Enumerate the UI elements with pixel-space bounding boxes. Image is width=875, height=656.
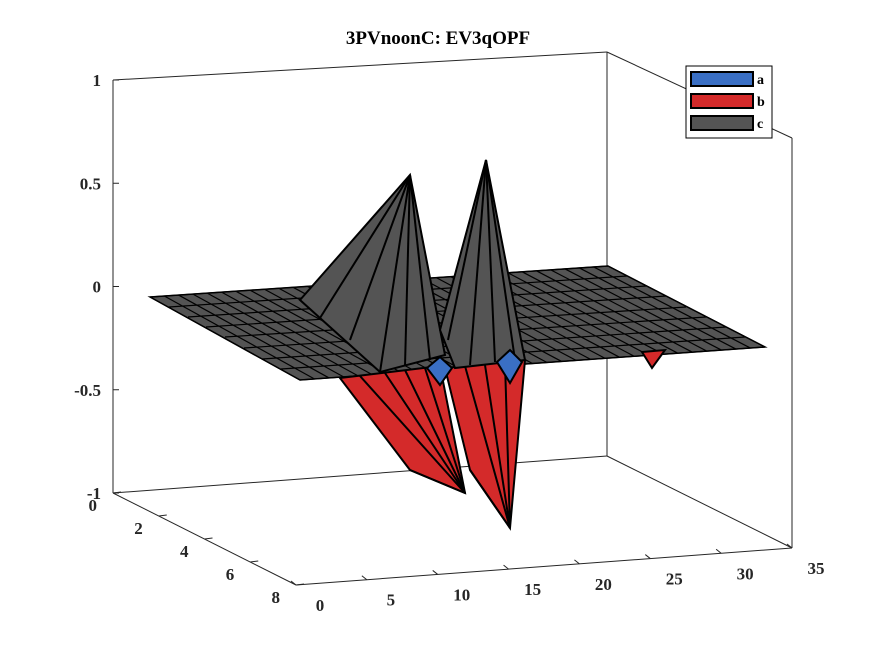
z-tick-label: -0.5 bbox=[74, 381, 101, 400]
mesh-column-line bbox=[521, 271, 679, 354]
chart-title: 3PVnoonC: EV3qOPF bbox=[346, 28, 530, 49]
z-tick-label: -1 bbox=[87, 484, 101, 503]
mesh-column-line bbox=[235, 290, 388, 375]
x-tick-label: 20 bbox=[595, 575, 612, 594]
z-tick-label: 0.5 bbox=[80, 174, 101, 193]
x-tick-label: 35 bbox=[808, 559, 825, 578]
x-tick-mark bbox=[786, 543, 793, 549]
mesh-column-line bbox=[607, 265, 766, 348]
mesh-column-line bbox=[206, 292, 359, 377]
y-tick-labels: 0 2 4 6 8 bbox=[89, 491, 305, 607]
y-tick-mark bbox=[204, 537, 213, 540]
mesh-column-line bbox=[178, 294, 330, 379]
mesh-column-line bbox=[564, 268, 722, 351]
x-tick-mark bbox=[574, 559, 580, 565]
z-tick-labels: -1 -0.5 0 0.5 1 bbox=[74, 71, 119, 503]
lobe-b3 bbox=[640, 348, 668, 370]
mesh-column-line bbox=[221, 291, 373, 376]
y-tick-mark bbox=[112, 491, 122, 494]
mesh-column-line bbox=[149, 296, 301, 381]
mesh-column-line bbox=[579, 267, 737, 350]
peak-c2 bbox=[438, 159, 527, 370]
y-tick-mark bbox=[295, 583, 305, 586]
legend-swatch-b bbox=[690, 93, 754, 109]
surface-plot bbox=[147, 159, 768, 531]
y-tick-label: 8 bbox=[272, 588, 281, 607]
x-tick-label: 30 bbox=[737, 564, 754, 583]
y-tick-label: 0 bbox=[89, 496, 98, 515]
mesh-column-line bbox=[593, 266, 751, 349]
lobe-b2 bbox=[443, 358, 527, 531]
mesh-column-line bbox=[550, 269, 708, 352]
x-tick-label: 5 bbox=[387, 591, 396, 610]
x-tick-mark bbox=[361, 575, 368, 581]
legend-label-a: a bbox=[757, 73, 764, 88]
x-tick-mark bbox=[644, 554, 651, 559]
y-tick-label: 4 bbox=[180, 542, 189, 561]
x-tick-label: 0 bbox=[316, 596, 325, 615]
x-axis-line bbox=[295, 547, 793, 586]
x-tick-label: 10 bbox=[453, 585, 470, 604]
z-tick-label: 1 bbox=[93, 71, 102, 90]
y-tick-mark bbox=[250, 560, 259, 563]
x-tick-labels: 0 5 10 15 20 25 30 35 bbox=[290, 543, 825, 615]
legend-swatch-a bbox=[690, 71, 754, 87]
mesh-column-line bbox=[493, 273, 650, 356]
x-tick-mark bbox=[503, 564, 509, 570]
x-tick-mark bbox=[715, 548, 722, 554]
legend-swatch-c bbox=[690, 115, 754, 131]
y-tick-mark bbox=[158, 514, 167, 517]
patch-a2 bbox=[495, 348, 524, 385]
x-tick-mark bbox=[290, 580, 297, 586]
y-tick-label: 6 bbox=[226, 565, 235, 584]
mesh-column-line bbox=[164, 295, 315, 380]
x-tick-label: 15 bbox=[524, 580, 541, 599]
mesh-column-line bbox=[536, 270, 693, 353]
z-tick-label: 0 bbox=[93, 278, 102, 297]
patch-a1 bbox=[425, 355, 454, 387]
y-tick-label: 2 bbox=[134, 519, 143, 538]
legend: abc bbox=[685, 65, 773, 139]
mesh-column-line bbox=[192, 293, 344, 378]
legend-label-b: b bbox=[757, 95, 765, 110]
mesh-column-line bbox=[507, 272, 664, 355]
lobe-b1 bbox=[338, 364, 467, 495]
legend-label-c: c bbox=[757, 117, 763, 132]
x-tick-mark bbox=[432, 570, 439, 575]
x-tick-label: 25 bbox=[666, 570, 683, 589]
